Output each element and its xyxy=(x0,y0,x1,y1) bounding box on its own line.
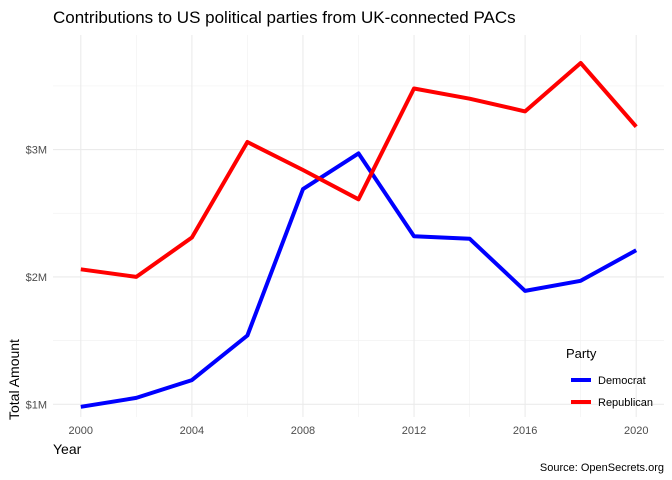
series-line-democrat xyxy=(80,151,638,409)
y-tick-label: $1M xyxy=(26,399,47,411)
legend-title: Party xyxy=(566,346,597,361)
y-axis-title: Total Amount xyxy=(6,339,22,420)
tick-labels: 2000 2004 2008 2012 2016 2020 $1M $2M $3M xyxy=(26,145,649,437)
legend-label-democrat: Democrat xyxy=(598,375,646,387)
grid xyxy=(53,35,664,417)
series-line-republican xyxy=(80,61,638,279)
x-tick-label: 2008 xyxy=(291,425,315,437)
x-tick-label: 2012 xyxy=(402,425,426,437)
x-tick-label: 2020 xyxy=(624,425,648,437)
x-tick-label: 2000 xyxy=(69,425,93,437)
y-tick-label: $3M xyxy=(26,145,47,157)
chart-title: Contributions to US political parties fr… xyxy=(53,8,516,27)
x-tick-label: 2004 xyxy=(180,425,204,437)
series-lines xyxy=(80,61,638,409)
x-axis-title: Year xyxy=(53,441,82,457)
legend-label-republican: Republican xyxy=(598,397,653,409)
y-tick-label: $2M xyxy=(26,272,47,284)
source-caption: Source: OpenSecrets.org xyxy=(540,462,664,474)
x-tick-label: 2016 xyxy=(513,425,537,437)
legend: Party Democrat Republican xyxy=(566,346,653,409)
